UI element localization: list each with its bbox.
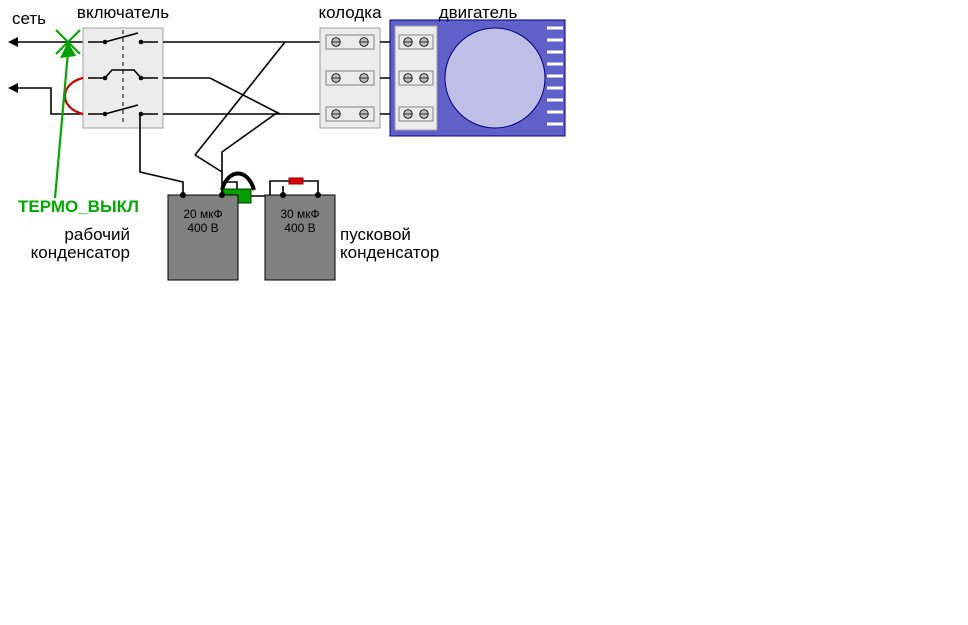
label-run-cap-2: конденсатор [31,243,130,262]
start-capacitor: 30 мкФ 400 В [265,192,335,280]
label-terminal: колодка [318,3,382,22]
wire-mid-cross [163,78,280,114]
label-motor: двигатель [439,3,518,22]
label-switch: включатель [77,3,169,22]
switch-box [83,28,163,128]
run-cap-line2: 400 В [187,221,218,235]
run-cap-line1: 20 мкФ [183,207,222,221]
start-cap-line2: 400 В [284,221,315,235]
label-thermo: ТЕРМО_ВЫКЛ [18,197,139,216]
label-run-cap-1: рабочий [64,225,130,244]
label-start-cap-2: конденсатор [340,243,439,262]
label-start-cap-1: пусковой [340,225,411,244]
red-jumper [65,78,83,114]
label-mains: сеть [12,9,46,28]
mains-wires [8,37,83,114]
motor [390,20,565,136]
run-capacitor: 20 мкФ 400 В [168,192,238,280]
fuse [289,178,303,184]
start-cap-line1: 30 мкФ [280,207,319,221]
terminal-block [320,28,380,128]
wire-cross-down [195,42,285,155]
